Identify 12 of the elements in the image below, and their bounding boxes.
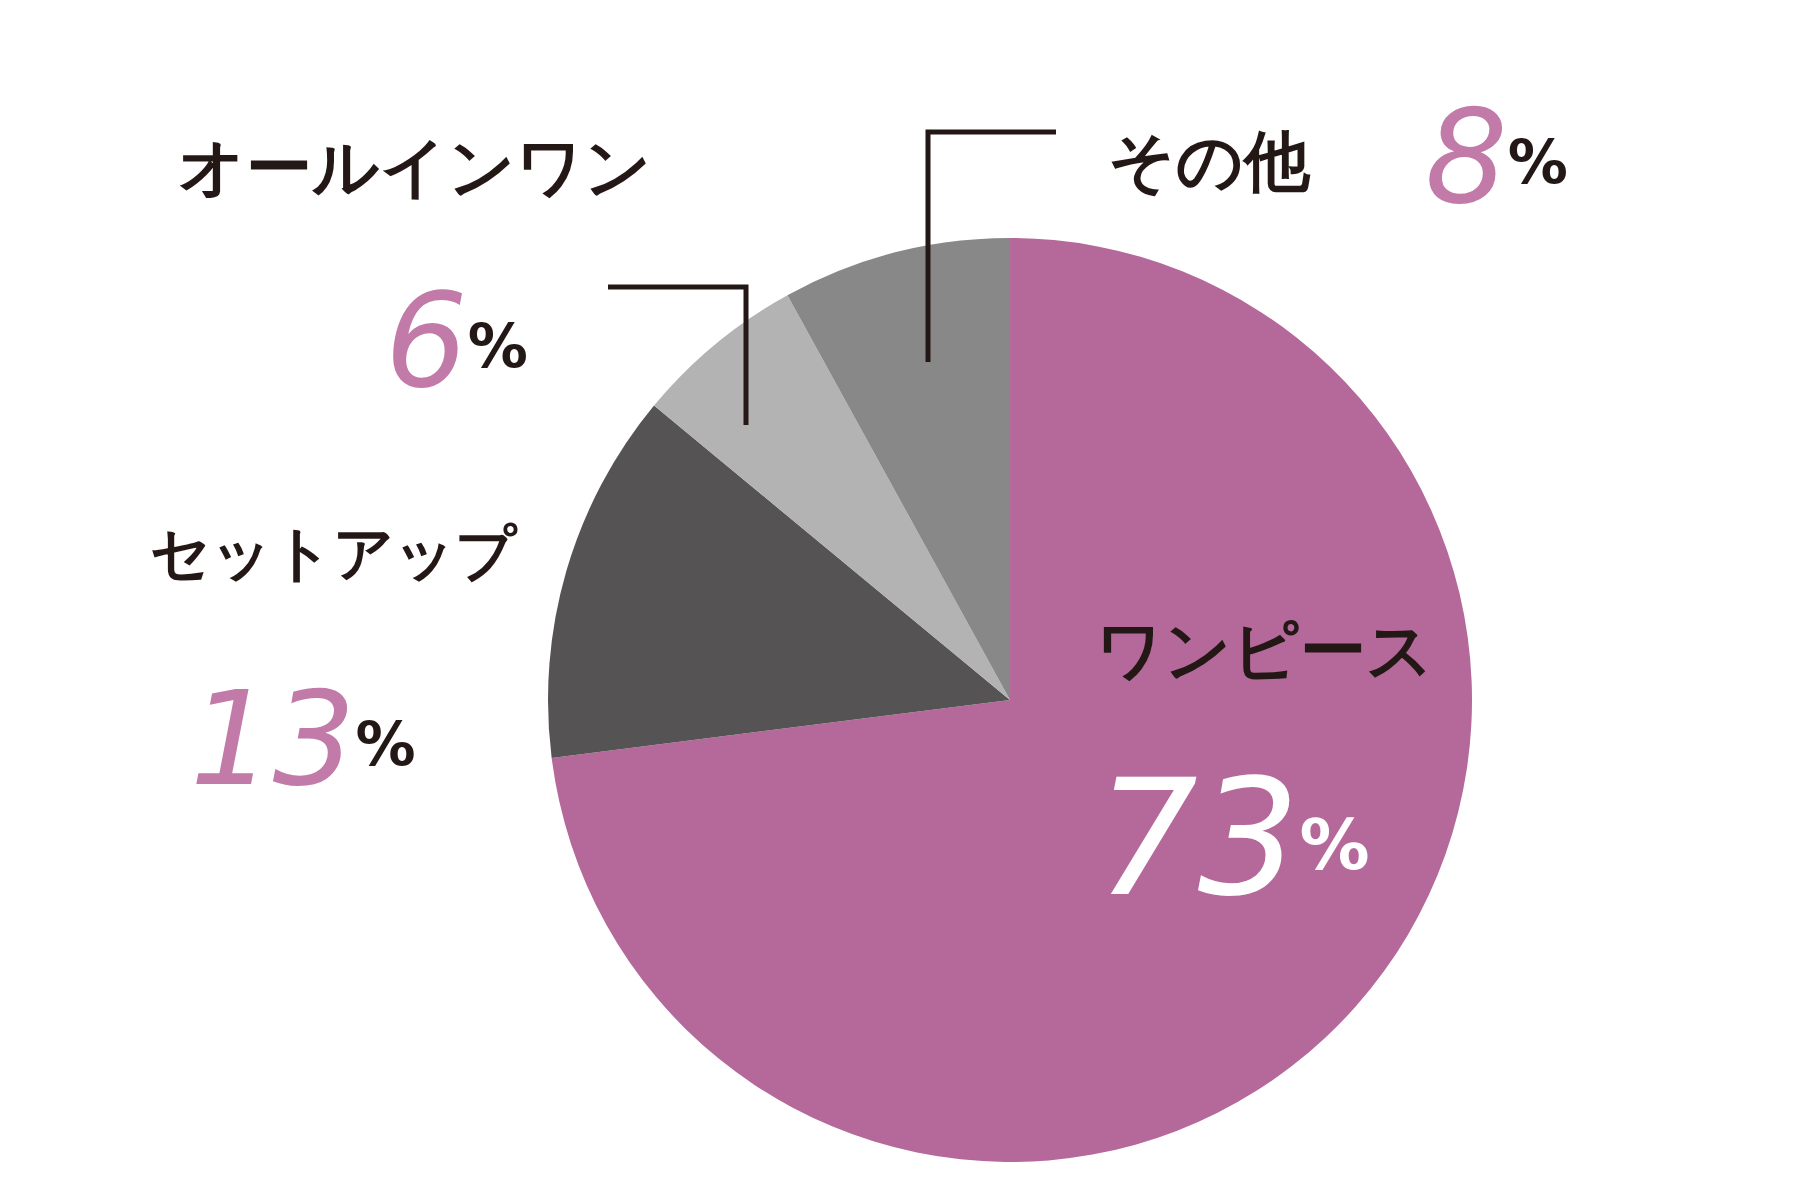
slice-label: その他 <box>1108 123 1311 201</box>
data-label: 8% <box>1425 80 1568 233</box>
pie-slice <box>654 295 1010 700</box>
data-label: 73% <box>1096 744 1370 932</box>
slice-label: セットアップ <box>150 517 518 588</box>
slice-label: オールインワン <box>178 129 652 207</box>
pie-slice <box>787 238 1010 700</box>
pie-slice <box>548 405 1010 758</box>
data-label: 13% <box>190 662 416 815</box>
pie-slice <box>551 238 1472 1162</box>
slice-label: ワンピース <box>1096 612 1434 690</box>
data-label: 6% <box>385 264 528 417</box>
